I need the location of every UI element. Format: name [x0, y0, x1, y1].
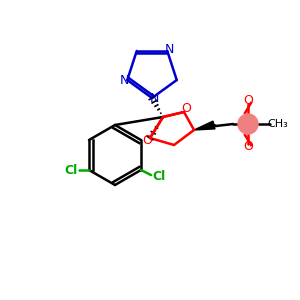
- Polygon shape: [194, 121, 215, 130]
- Text: O: O: [181, 101, 191, 115]
- Text: O: O: [243, 94, 253, 107]
- Text: S: S: [244, 118, 253, 130]
- Text: Cl: Cl: [152, 170, 166, 184]
- Text: CH₃: CH₃: [268, 119, 288, 129]
- Text: N: N: [165, 44, 174, 56]
- Text: O: O: [243, 140, 253, 154]
- Text: N: N: [120, 74, 129, 86]
- Text: O: O: [142, 134, 152, 148]
- Text: N: N: [149, 92, 159, 106]
- Text: Cl: Cl: [64, 164, 78, 176]
- Circle shape: [238, 114, 258, 134]
